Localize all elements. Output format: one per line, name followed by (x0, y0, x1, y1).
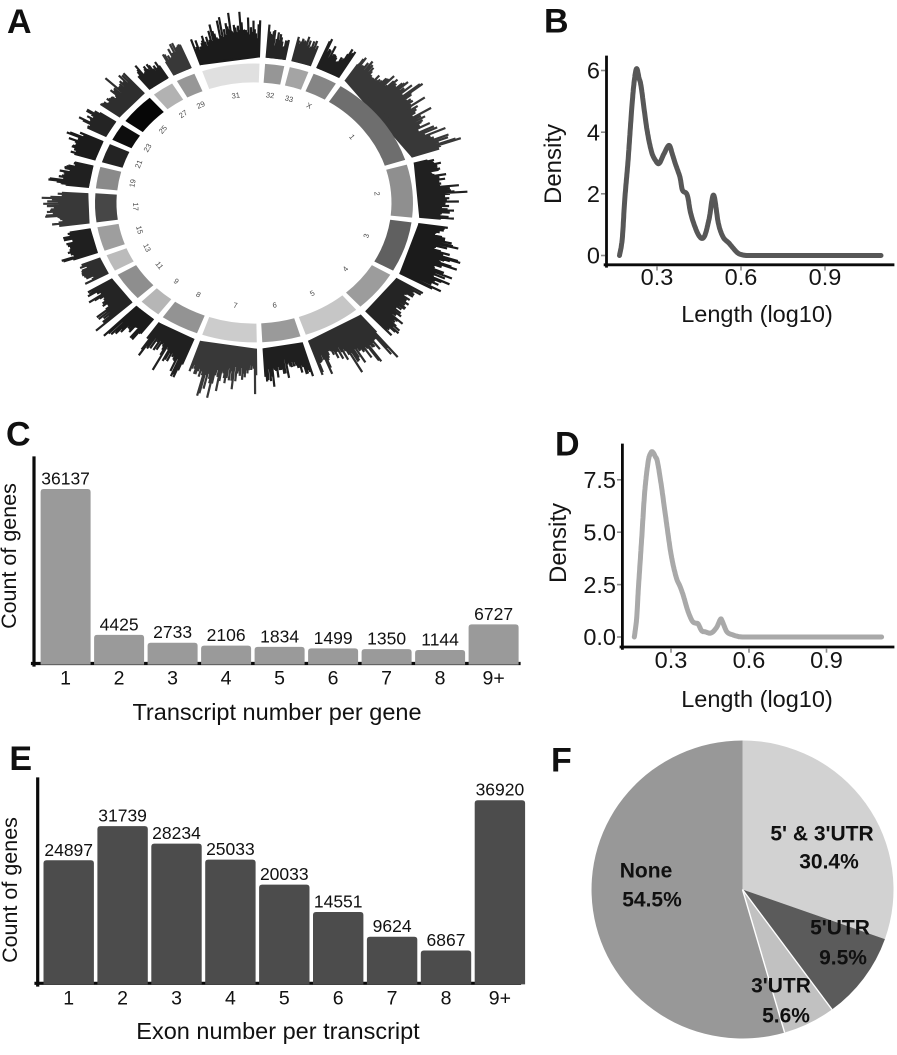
svg-text:A: A (7, 3, 32, 41)
svg-text:2: 2 (372, 191, 381, 196)
svg-text:D: D (555, 426, 580, 464)
svg-text:7: 7 (233, 301, 239, 311)
svg-text:1499: 1499 (314, 628, 353, 648)
svg-text:28234: 28234 (152, 823, 201, 843)
svg-text:4: 4 (221, 668, 232, 690)
svg-text:11: 11 (153, 260, 165, 272)
svg-text:54.5%: 54.5% (622, 889, 682, 912)
svg-text:3'UTR: 3'UTR (751, 975, 811, 998)
svg-text:6727: 6727 (474, 604, 513, 624)
svg-text:9+: 9+ (489, 988, 511, 1010)
svg-text:Density: Density (540, 124, 567, 204)
svg-text:30.4%: 30.4% (799, 851, 859, 874)
svg-text:2: 2 (587, 181, 600, 207)
svg-text:0.6: 0.6 (725, 264, 758, 290)
svg-text:9+: 9+ (482, 668, 504, 690)
svg-text:24897: 24897 (44, 840, 93, 860)
svg-text:6867: 6867 (427, 930, 466, 950)
svg-text:2.5: 2.5 (583, 572, 616, 598)
svg-text:5.0: 5.0 (583, 519, 616, 545)
svg-text:Length (log10): Length (log10) (681, 301, 833, 327)
svg-text:32: 32 (265, 90, 275, 100)
svg-text:29: 29 (195, 99, 206, 111)
svg-text:4425: 4425 (100, 614, 139, 634)
svg-text:5: 5 (274, 668, 285, 690)
svg-text:5: 5 (279, 988, 290, 1010)
svg-text:6: 6 (587, 58, 600, 84)
svg-text:2: 2 (117, 988, 128, 1010)
svg-text:31739: 31739 (98, 806, 147, 826)
svg-text:17: 17 (131, 202, 140, 211)
svg-text:Transcript number per gene: Transcript number per gene (132, 699, 421, 725)
svg-text:7.5: 7.5 (583, 467, 616, 493)
svg-text:F: F (551, 742, 572, 780)
svg-text:0.3: 0.3 (655, 647, 688, 673)
svg-text:5' & 3'UTR: 5' & 3'UTR (770, 823, 873, 846)
svg-text:15: 15 (134, 225, 145, 235)
svg-text:2: 2 (114, 668, 125, 690)
svg-text:Exon number per transcript: Exon number per transcript (136, 1018, 420, 1044)
svg-text:Count of genes: Count of genes (0, 483, 21, 629)
svg-text:4: 4 (341, 264, 351, 273)
svg-text:0.3: 0.3 (641, 264, 674, 290)
svg-text:Count of genes: Count of genes (0, 817, 22, 963)
svg-text:9624: 9624 (373, 916, 412, 936)
svg-text:3: 3 (167, 668, 178, 690)
svg-text:3: 3 (171, 988, 182, 1010)
svg-text:7: 7 (387, 988, 398, 1010)
svg-text:6: 6 (272, 300, 278, 310)
svg-text:4: 4 (587, 119, 600, 145)
svg-text:0.9: 0.9 (810, 647, 843, 673)
svg-text:Length (log10): Length (log10) (681, 686, 833, 712)
svg-text:Density: Density (545, 503, 572, 583)
svg-text:19: 19 (127, 178, 137, 188)
svg-text:0: 0 (587, 243, 600, 269)
svg-text:6: 6 (328, 668, 339, 690)
svg-text:1834: 1834 (260, 626, 299, 646)
svg-text:6: 6 (333, 988, 344, 1010)
svg-text:36920: 36920 (476, 780, 525, 800)
svg-text:5.6%: 5.6% (762, 1005, 810, 1028)
svg-text:1144: 1144 (421, 630, 459, 650)
svg-text:4: 4 (225, 988, 236, 1010)
svg-text:23: 23 (142, 142, 154, 154)
svg-text:13: 13 (141, 242, 153, 253)
svg-text:B: B (544, 3, 569, 41)
svg-text:7: 7 (381, 668, 392, 690)
svg-text:5'UTR: 5'UTR (810, 917, 870, 940)
svg-text:C: C (6, 416, 31, 454)
svg-text:8: 8 (194, 290, 202, 300)
svg-text:27: 27 (177, 108, 189, 120)
svg-text:None: None (620, 860, 673, 883)
svg-text:0.9: 0.9 (809, 264, 842, 290)
svg-text:5: 5 (308, 288, 316, 298)
svg-text:1350: 1350 (367, 629, 406, 649)
svg-text:0.0: 0.0 (583, 624, 616, 650)
svg-text:20033: 20033 (260, 864, 309, 884)
svg-text:31: 31 (231, 90, 241, 100)
svg-text:25033: 25033 (206, 839, 255, 859)
svg-text:E: E (9, 740, 32, 778)
svg-text:14551: 14551 (314, 892, 363, 912)
svg-text:9: 9 (172, 276, 181, 286)
svg-text:36137: 36137 (41, 469, 90, 489)
svg-text:8: 8 (441, 988, 452, 1010)
svg-text:1: 1 (63, 988, 74, 1010)
svg-text:2106: 2106 (207, 625, 246, 645)
svg-text:8: 8 (435, 668, 446, 690)
svg-text:3: 3 (361, 233, 371, 240)
svg-text:33: 33 (284, 93, 295, 104)
svg-text:1: 1 (347, 132, 357, 141)
svg-text:9.5%: 9.5% (819, 947, 867, 970)
svg-text:21: 21 (133, 159, 144, 170)
svg-text:2733: 2733 (153, 622, 192, 642)
svg-text:1: 1 (60, 668, 71, 690)
svg-text:0.6: 0.6 (733, 647, 766, 673)
svg-text:X: X (305, 101, 313, 111)
